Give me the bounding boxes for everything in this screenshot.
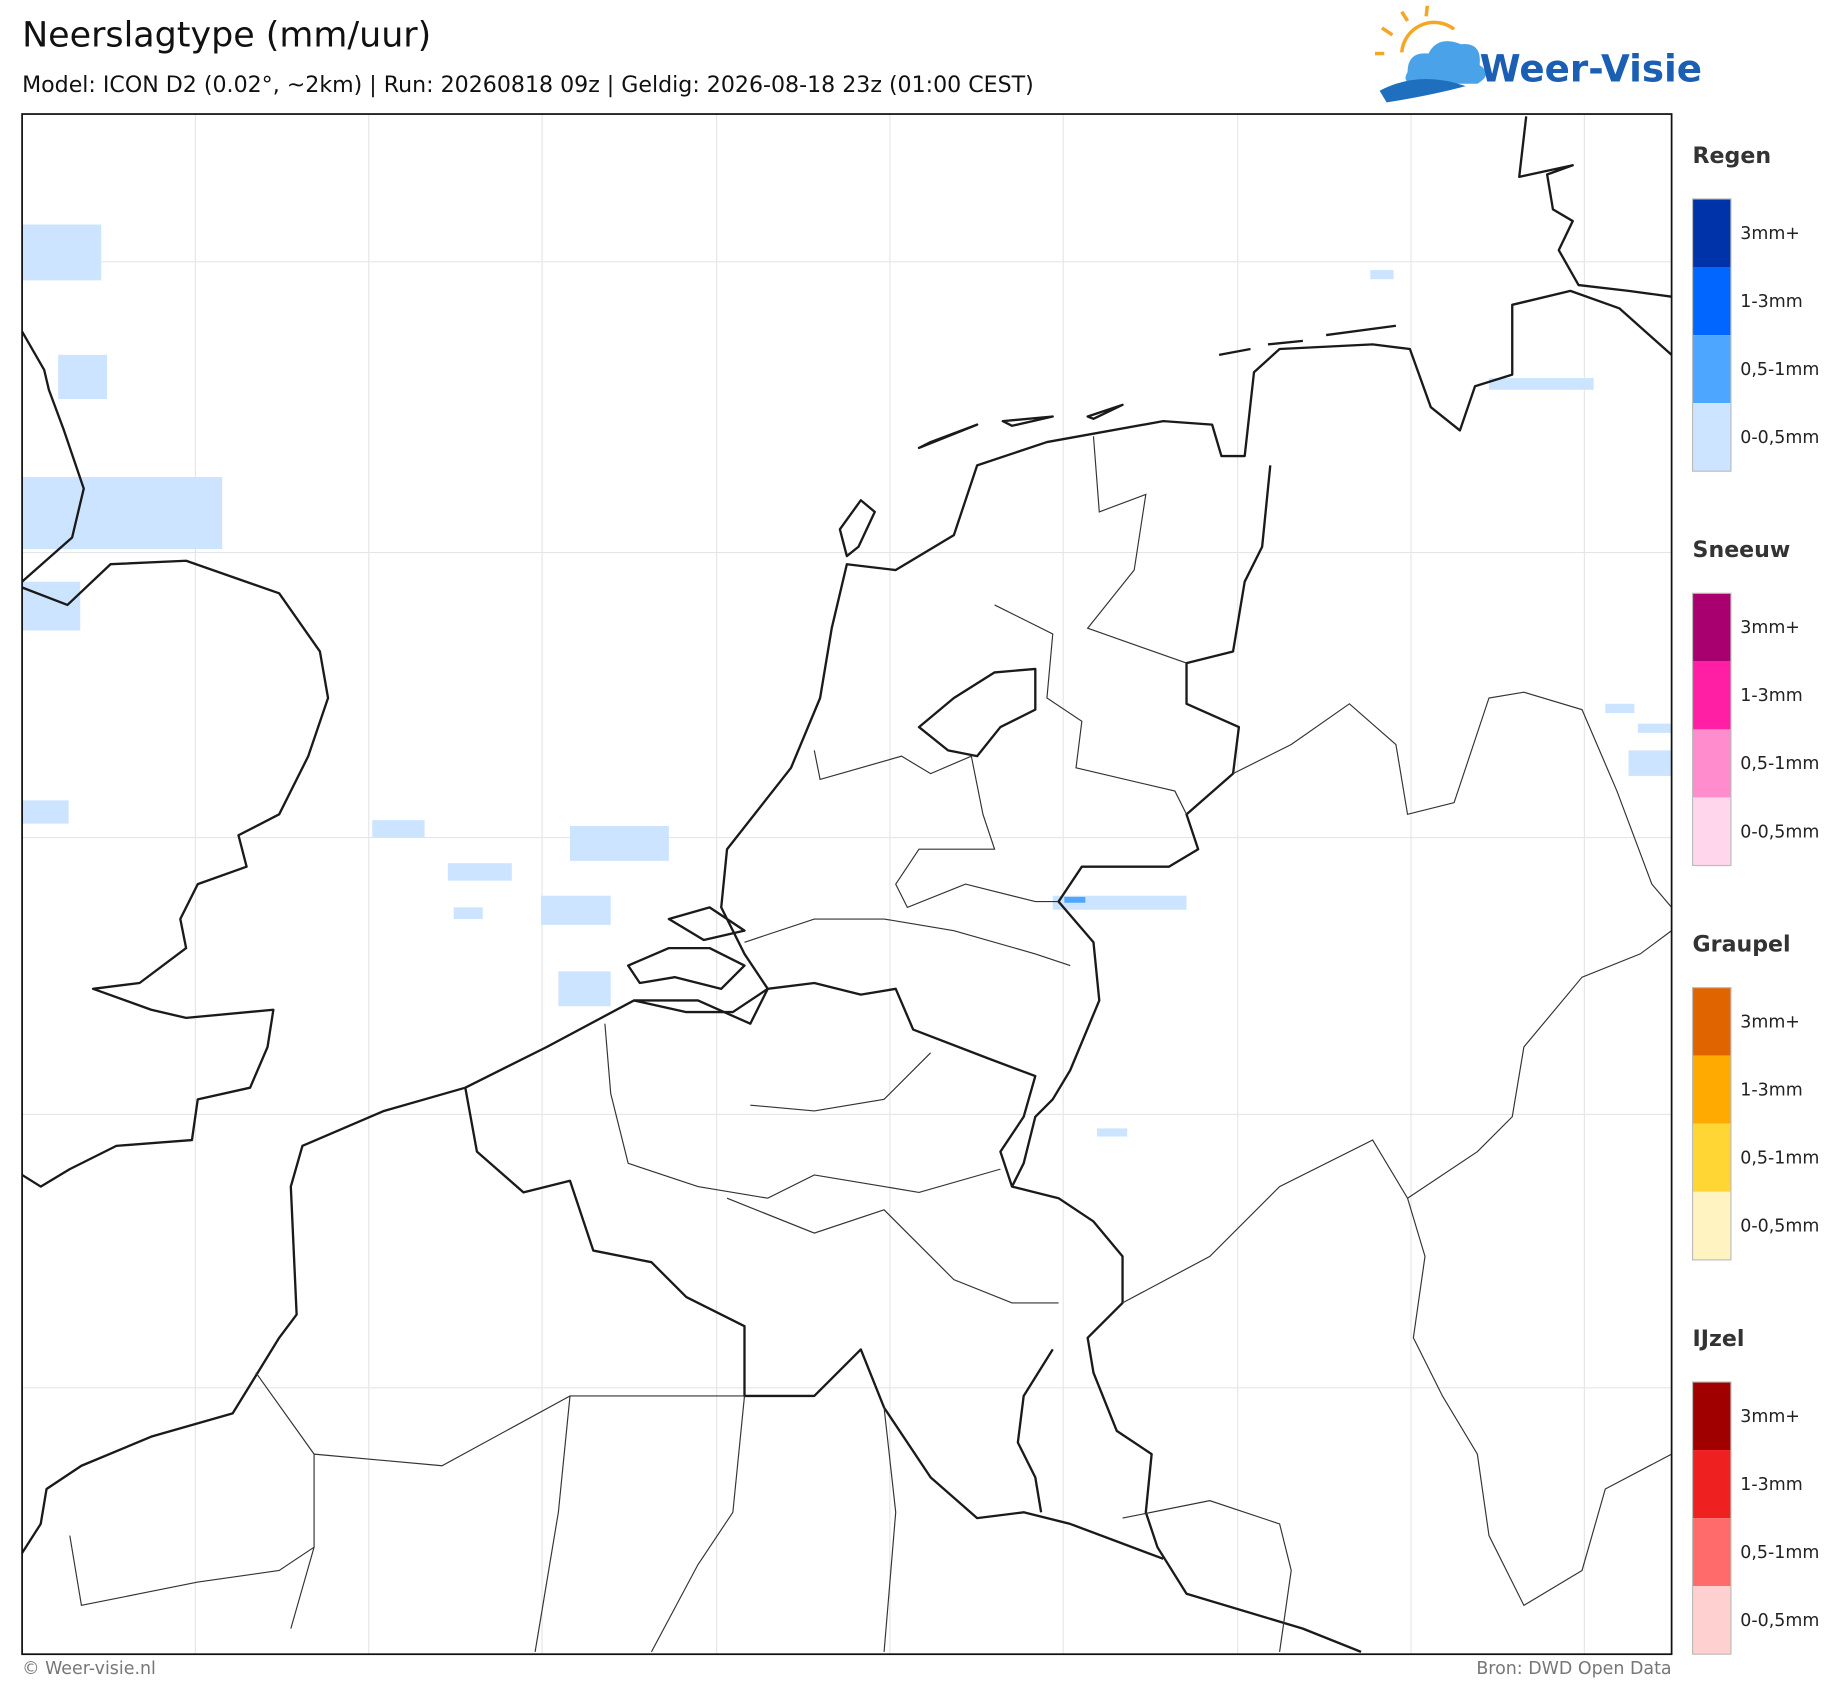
- legend-label: 0-0,5mm: [1740, 428, 1819, 448]
- legend-label: 0-0,5mm: [1740, 822, 1819, 842]
- legend-border: [1691, 198, 1732, 472]
- legend-swatch: [1692, 987, 1731, 1056]
- legend-swatch: [1692, 593, 1731, 662]
- footer-copyright: © Weer-visie.nl: [22, 1659, 156, 1679]
- legend-label: 0,5-1mm: [1740, 754, 1819, 774]
- legend-swatch: [1692, 1191, 1731, 1260]
- legend-swatch: [1692, 1586, 1731, 1655]
- legend-title: Regen: [1693, 143, 1772, 169]
- legend-label: 0-0,5mm: [1740, 1611, 1819, 1631]
- legend-label: 3mm+: [1740, 1012, 1800, 1032]
- coastlines: [21, 116, 1673, 1554]
- legend-swatch: [1692, 335, 1731, 404]
- precipitation: [22, 224, 1672, 1137]
- logo: Weer-Visie: [1374, 5, 1702, 103]
- map-frame: [21, 113, 1673, 1656]
- legend-label: 0,5-1mm: [1740, 360, 1819, 380]
- legend-title: Sneeuw: [1693, 537, 1791, 563]
- legend-border: [1691, 592, 1732, 867]
- logo-text: Weer-Visie: [1480, 46, 1702, 90]
- legend-swatch: [1692, 198, 1731, 268]
- legend-swatch: [1692, 267, 1731, 336]
- legend-swatch: [1692, 1055, 1731, 1124]
- title: Neerslagtype (mm/uur): [22, 16, 431, 56]
- map-background: [22, 114, 1672, 1655]
- legend-swatch: [1692, 1518, 1731, 1587]
- legend-label: 3mm+: [1740, 618, 1800, 638]
- legend-swatch: [1692, 1450, 1731, 1519]
- legend-label: 3mm+: [1740, 224, 1800, 244]
- legend-label: 0,5-1mm: [1740, 1543, 1819, 1563]
- map: [21, 113, 1673, 1656]
- legend-label: 1-3mm: [1740, 1475, 1802, 1495]
- legend-label: 1-3mm: [1740, 686, 1802, 706]
- borders: [464, 465, 1362, 1653]
- subtitle: Model: ICON D2 (0.02°, ~2km) | Run: 2026…: [22, 72, 1034, 98]
- legend-label: 3mm+: [1740, 1407, 1800, 1427]
- legend-title: IJzel: [1693, 1326, 1745, 1352]
- footer-source: Bron: DWD Open Data: [1476, 1659, 1671, 1679]
- legend-swatch: [1692, 797, 1731, 866]
- legend-label: 0,5-1mm: [1740, 1149, 1819, 1169]
- legend-label: 0-0,5mm: [1740, 1217, 1819, 1237]
- legend-swatch: [1692, 729, 1731, 798]
- legend-swatch: [1692, 1382, 1731, 1451]
- legend: Regen 3mm+ 1-3mm 0,5-1mm 0-0,5mm Sneeuw 3mm+ 1-…: [1691, 143, 1819, 1655]
- graticule: [22, 114, 1672, 1655]
- legend-swatch: [1692, 1123, 1731, 1192]
- regions: [69, 436, 1673, 1653]
- legend-label: 1-3mm: [1740, 292, 1802, 312]
- legend-border: [1691, 987, 1732, 1261]
- legend-title: Graupel: [1693, 932, 1791, 958]
- legend-label: 1-3mm: [1740, 1081, 1802, 1101]
- legend-border: [1691, 1381, 1732, 1655]
- legend-swatch: [1692, 403, 1731, 472]
- legend-swatch: [1692, 661, 1731, 730]
